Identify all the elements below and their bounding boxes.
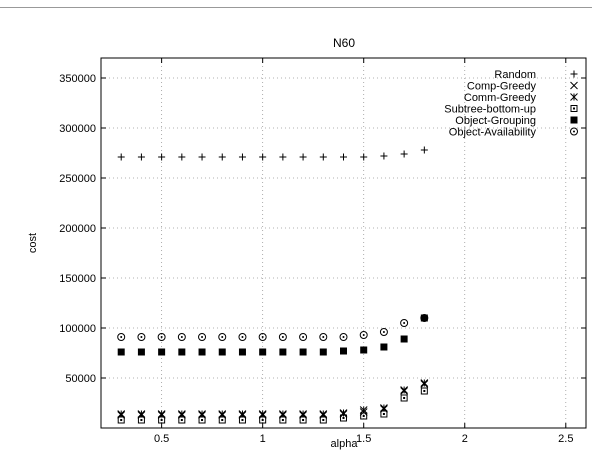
y-tick-label: 250000 xyxy=(59,173,96,185)
object-grouping-point xyxy=(340,348,347,355)
comm-greedy-point xyxy=(320,411,327,418)
random-point xyxy=(259,154,266,161)
object-availability-point xyxy=(279,334,286,341)
random-point xyxy=(239,154,246,161)
object-grouping-point xyxy=(178,349,185,356)
comm-greedy-point xyxy=(158,411,165,418)
object-availability-point xyxy=(199,334,206,341)
legend-label-object-grouping: Object-Grouping xyxy=(455,115,536,127)
subtree-bottom-up-point xyxy=(179,417,185,423)
legend-marker-random xyxy=(571,71,578,78)
comm-greedy-point xyxy=(118,411,125,418)
object-grouping-point xyxy=(118,349,125,356)
object-availability-point xyxy=(138,334,145,341)
legend-marker-comm-greedy xyxy=(571,94,578,101)
object-grouping-point xyxy=(219,349,226,356)
comm-greedy-point xyxy=(300,411,307,418)
object-availability-point xyxy=(300,334,307,341)
subtree-bottom-up-point xyxy=(401,395,407,401)
legend-marker-comp-greedy xyxy=(571,82,578,89)
legend-label-subtree-bottom-up: Subtree-bottom-up xyxy=(444,104,536,116)
random-point xyxy=(380,153,387,160)
object-grouping-point xyxy=(401,336,408,343)
x-tick-label: 1.5 xyxy=(356,433,371,445)
object-availability-point xyxy=(401,320,408,327)
random-point xyxy=(421,147,428,154)
data-marks xyxy=(118,147,428,424)
x-tick-label: 0.5 xyxy=(154,433,169,445)
object-availability-point xyxy=(219,334,226,341)
subtree-bottom-up-point xyxy=(381,411,387,417)
y-tick-label: 50000 xyxy=(65,373,96,385)
legend-marker-object-grouping xyxy=(571,117,578,124)
comm-greedy-point xyxy=(239,411,246,418)
random-point xyxy=(300,154,307,161)
random-point xyxy=(138,154,145,161)
chart-title: N60 xyxy=(333,36,355,50)
subtree-bottom-up-point xyxy=(118,417,124,423)
subtree-bottom-up-point xyxy=(199,417,205,423)
object-grouping-point xyxy=(239,349,246,356)
y-tick-label: 150000 xyxy=(59,273,96,285)
comm-greedy-point xyxy=(178,411,185,418)
object-grouping-point xyxy=(279,349,286,356)
random-point xyxy=(320,154,327,161)
y-tick-label: 300000 xyxy=(59,123,96,135)
object-grouping-point xyxy=(199,349,206,356)
random-point xyxy=(118,154,125,161)
legend-label-object-availability: Object-Availability xyxy=(449,127,537,139)
legend-label-comm-greedy: Comm-Greedy xyxy=(464,92,537,104)
object-grouping-point xyxy=(380,344,387,351)
subtree-bottom-up-point xyxy=(239,417,245,423)
x-axis-label: alpha xyxy=(331,438,359,450)
y-tick-label: 350000 xyxy=(59,73,96,85)
comm-greedy-point xyxy=(199,411,206,418)
object-grouping-point xyxy=(300,349,307,356)
object-grouping-point xyxy=(138,349,145,356)
subtree-bottom-up-point xyxy=(280,417,286,423)
comm-greedy-point xyxy=(401,387,408,394)
random-point xyxy=(360,154,367,161)
subtree-bottom-up-point xyxy=(219,417,225,423)
subtree-bottom-up-point xyxy=(300,417,306,423)
legend-label-random: Random xyxy=(494,69,536,81)
object-grouping-point xyxy=(320,349,327,356)
random-point xyxy=(219,154,226,161)
legend-label-comp-greedy: Comp-Greedy xyxy=(467,81,537,93)
random-point xyxy=(178,154,185,161)
x-tick-label: 2 xyxy=(462,433,468,445)
random-point xyxy=(340,154,347,161)
object-availability-point xyxy=(320,334,327,341)
subtree-bottom-up-point xyxy=(421,388,427,394)
random-point xyxy=(199,154,206,161)
comm-greedy-point xyxy=(380,405,387,412)
comm-greedy-point xyxy=(259,411,266,418)
comm-greedy-point xyxy=(138,411,145,418)
object-availability-point xyxy=(118,334,125,341)
object-availability-point xyxy=(239,334,246,341)
object-availability-point xyxy=(340,334,347,341)
subtree-bottom-up-point xyxy=(320,417,326,423)
object-grouping-point xyxy=(259,349,266,356)
random-point xyxy=(401,151,408,158)
y-tick-label: 100000 xyxy=(59,323,96,335)
random-point xyxy=(279,154,286,161)
x-tick-label: 2.5 xyxy=(558,433,573,445)
comm-greedy-point xyxy=(279,411,286,418)
subtree-bottom-up-point xyxy=(138,417,144,423)
object-availability-point xyxy=(360,332,367,339)
random-point xyxy=(158,154,165,161)
object-grouping-point xyxy=(158,349,165,356)
y-tick-label: 200000 xyxy=(59,223,96,235)
object-grouping-point xyxy=(360,347,367,354)
x-tick-label: 1 xyxy=(260,433,266,445)
legend-marker-object-availability xyxy=(571,128,578,135)
object-availability-point xyxy=(178,334,185,341)
comm-greedy-point xyxy=(421,380,428,387)
object-availability-point xyxy=(380,329,387,336)
y-axis-label: cost xyxy=(27,233,39,253)
comm-greedy-point xyxy=(219,411,226,418)
legend-marker-subtree-bottom-up xyxy=(571,106,577,112)
